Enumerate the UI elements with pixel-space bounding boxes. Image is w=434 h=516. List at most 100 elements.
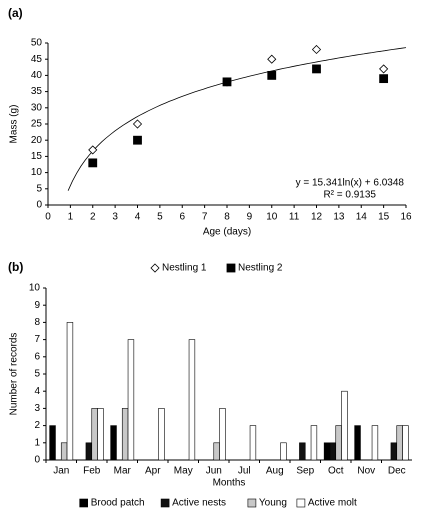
legend-label: Active molt: [308, 498, 357, 509]
y-tick-label: 40: [31, 70, 43, 81]
x-tick-label: Jan: [53, 466, 69, 477]
x-tick-label: 7: [202, 212, 208, 223]
x-tick-label: 0: [45, 212, 51, 223]
y-tick-label: 9: [34, 300, 40, 311]
bar: [219, 408, 226, 461]
bar: [249, 425, 257, 461]
bar: [299, 442, 306, 461]
y-tick-label: 0: [34, 455, 40, 466]
y-axis-title: Number of records: [9, 333, 20, 416]
y-tick-label: 10: [29, 283, 41, 294]
x-tick-label: Aug: [266, 466, 284, 477]
y-tick-label: 50: [31, 38, 43, 49]
data-point: [133, 135, 142, 145]
bar: [341, 390, 348, 461]
y-tick-label: 35: [31, 86, 43, 97]
legend-marker: [226, 263, 236, 273]
y-tick-label: 1: [34, 437, 40, 448]
x-tick-label: 9: [247, 212, 253, 223]
legend-label: Nestling 2: [238, 263, 283, 274]
x-tick-label: 11: [289, 212, 300, 223]
bar: [110, 425, 117, 461]
bar: [396, 425, 403, 461]
bar: [323, 442, 331, 461]
trendline-equation: y = 15.341ln(x) + 6.0348: [296, 178, 405, 189]
y-tick-label: 45: [31, 54, 43, 65]
x-tick-label: 6: [179, 212, 185, 223]
legend-marker: [150, 263, 160, 273]
data-point: [132, 119, 143, 129]
x-tick-label: 16: [400, 212, 412, 223]
trendline-r2: R² = 0.9135: [323, 190, 376, 201]
legend-swatch: [160, 498, 170, 508]
legend-swatch: [79, 498, 88, 508]
x-tick-label: 12: [311, 212, 323, 223]
y-tick-label: 7: [34, 334, 40, 345]
x-tick-label: 8: [224, 212, 230, 223]
x-tick-label: Mar: [114, 466, 132, 477]
y-tick-label: 30: [31, 102, 43, 113]
x-tick-label: 15: [378, 212, 390, 223]
x-tick-label: 5: [157, 212, 163, 223]
y-tick-label: 5: [34, 369, 40, 380]
x-tick-label: Sep: [296, 466, 314, 477]
bar: [66, 322, 74, 461]
bar: [49, 425, 56, 461]
data-point: [311, 44, 322, 55]
y-tick-label: 8: [34, 317, 40, 328]
legend-swatch: [247, 498, 257, 508]
x-tick-label: Oct: [328, 466, 344, 477]
bar: [402, 425, 409, 461]
x-tick-label: 2: [90, 212, 96, 223]
y-tick-label: 4: [34, 386, 40, 397]
bar: [390, 442, 398, 461]
legend-label: Nestling 1: [162, 263, 207, 274]
legend-label: Active nests: [172, 498, 226, 509]
data-point: [88, 158, 98, 168]
bar: [329, 442, 337, 461]
data-point: [379, 74, 389, 84]
x-axis-title: Months: [213, 478, 246, 489]
x-tick-label: 14: [356, 212, 368, 223]
x-tick-label: May: [174, 466, 193, 477]
y-tick-label: 20: [31, 135, 43, 146]
x-axis-title: Age (days): [203, 227, 251, 238]
bar: [371, 425, 379, 461]
panel-title: (b): [8, 260, 23, 274]
bar: [354, 425, 361, 461]
data-point: [88, 145, 98, 155]
legend-swatch: [296, 498, 306, 508]
bar: [310, 425, 318, 461]
x-tick-label: Feb: [83, 466, 101, 477]
y-tick-label: 15: [31, 151, 43, 162]
x-tick-label: Jul: [238, 466, 251, 477]
x-tick-label: 4: [135, 212, 141, 223]
x-tick-label: 3: [112, 212, 118, 223]
data-point: [267, 54, 277, 64]
bar: [121, 408, 129, 461]
bar: [97, 408, 104, 461]
bar: [213, 442, 220, 461]
y-tick-label: 2: [34, 420, 40, 431]
bar: [188, 339, 196, 461]
y-tick-label: 0: [36, 200, 42, 211]
y-tick-label: 3: [34, 403, 40, 414]
y-tick-label: 10: [31, 167, 43, 178]
y-tick-label: 25: [31, 119, 43, 130]
legend-label: Brood patch: [91, 498, 145, 509]
x-tick-label: 1: [68, 212, 74, 223]
bar: [158, 408, 165, 461]
bar: [335, 425, 342, 461]
x-tick-label: Jun: [206, 466, 222, 477]
bar: [127, 339, 135, 461]
legend-label: Young: [259, 498, 287, 509]
data-point: [222, 77, 232, 87]
x-tick-label: Apr: [145, 466, 161, 477]
data-point: [312, 64, 321, 74]
x-tick-label: Nov: [357, 466, 375, 477]
bar: [85, 442, 93, 461]
data-point: [379, 64, 389, 74]
y-axis-title: Mass (g): [9, 105, 20, 144]
bar: [60, 442, 68, 461]
